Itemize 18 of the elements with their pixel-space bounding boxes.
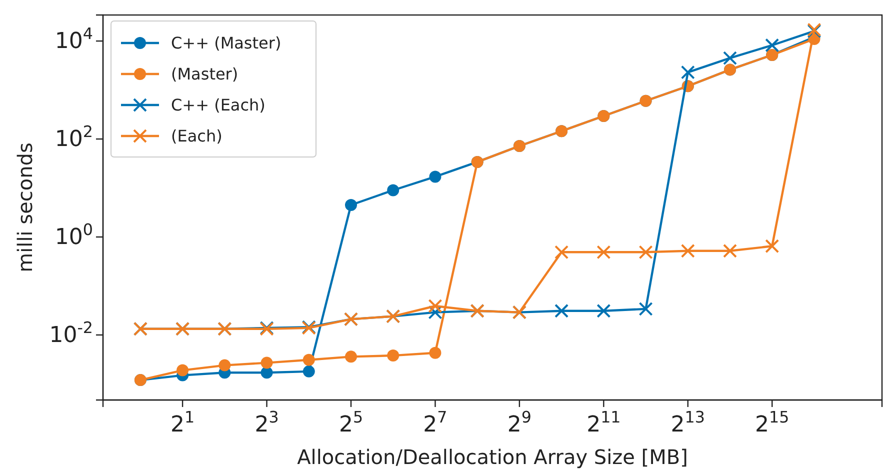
y-tick-label: 10$^{0}$ [54, 220, 93, 250]
legend-label: (Each) [171, 126, 222, 146]
legend-label: C++ (Master) [171, 34, 282, 53]
x-tick-label: 2$^{13}$ [670, 407, 705, 438]
x-tick-label: 2$^{11}$ [586, 407, 621, 438]
x-axis-title: Allocation/Deallocation Array Size [MB] [297, 445, 688, 469]
x-tick-label: 2$^{1}$ [170, 407, 195, 438]
legend-label: (Master) [171, 64, 238, 84]
legend-label: C++ (Each) [171, 96, 266, 115]
x-tick-label: 2$^{9}$ [507, 407, 532, 438]
x-tick-label: 2$^{5}$ [338, 407, 364, 438]
x-tick-label: 2$^{7}$ [423, 407, 448, 438]
y-tick-label: 10$^{-2}$ [49, 317, 93, 348]
x-tick-label: 2$^{15}$ [755, 407, 790, 438]
y-tick-label: 10$^{4}$ [54, 24, 93, 54]
x-tick-label: 2$^{3}$ [254, 407, 279, 438]
y-tick-label: 10$^{2}$ [54, 122, 93, 152]
y-axis-title: milli seconds [13, 142, 37, 272]
